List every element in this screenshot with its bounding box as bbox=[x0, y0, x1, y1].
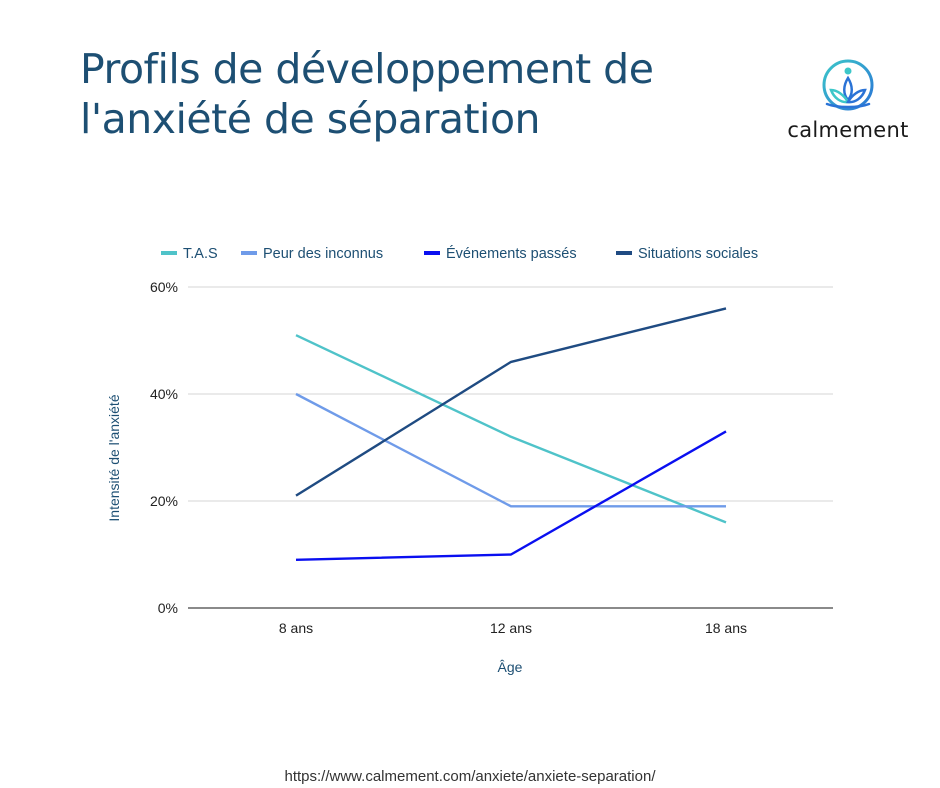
chart-series bbox=[295, 307, 727, 562]
legend-item[interactable]: Situations sociales bbox=[616, 246, 758, 262]
legend-label: Événements passés bbox=[446, 245, 577, 262]
lotus-meditation-icon bbox=[822, 59, 874, 111]
legend-label: Peur des inconnus bbox=[263, 246, 383, 262]
chart-gridlines bbox=[188, 286, 833, 609]
y-tick-label: 40% bbox=[150, 386, 178, 402]
y-tick-label: 60% bbox=[150, 279, 178, 295]
source-url[interactable]: https://www.calmement.com/anxiete/anxiet… bbox=[284, 768, 656, 785]
x-tick-label: 8 ans bbox=[279, 620, 313, 636]
chart-legend: T.A.S Peur des inconnus Événements passés S… bbox=[161, 245, 758, 262]
x-tick-label: 18 ans bbox=[705, 620, 747, 636]
series-line bbox=[295, 307, 727, 497]
y-tick-label: 0% bbox=[158, 600, 178, 616]
y-tick-label: 20% bbox=[150, 493, 178, 509]
series-line bbox=[295, 430, 727, 562]
x-tick-label: 12 ans bbox=[490, 620, 532, 636]
y-axis-title: Intensité de l'anxiété bbox=[106, 394, 122, 521]
legend-label: T.A.S bbox=[183, 246, 218, 262]
x-axis-ticks: 8 ans 12 ans 18 ans bbox=[279, 620, 747, 636]
line-chart: T.A.S Peur des inconnus Événements passés S… bbox=[106, 245, 833, 675]
x-axis-title: Âge bbox=[498, 659, 523, 675]
legend-item[interactable]: Peur des inconnus bbox=[241, 246, 383, 262]
title-line-2: l'anxiété de séparation bbox=[80, 95, 541, 143]
title-line-1: Profils de développement de bbox=[80, 45, 654, 93]
brand-logo: calmement bbox=[786, 58, 910, 144]
series-line bbox=[295, 392, 726, 508]
series-line bbox=[295, 334, 727, 524]
legend-label: Situations sociales bbox=[638, 246, 758, 262]
y-axis-ticks: 0% 20% 40% 60% bbox=[150, 279, 178, 616]
brand-name: calmement bbox=[787, 118, 909, 142]
legend-item[interactable]: T.A.S bbox=[161, 246, 218, 262]
legend-item[interactable]: Événements passés bbox=[424, 245, 577, 262]
page-title: Profils de développement de l'anxiété de… bbox=[80, 44, 720, 144]
